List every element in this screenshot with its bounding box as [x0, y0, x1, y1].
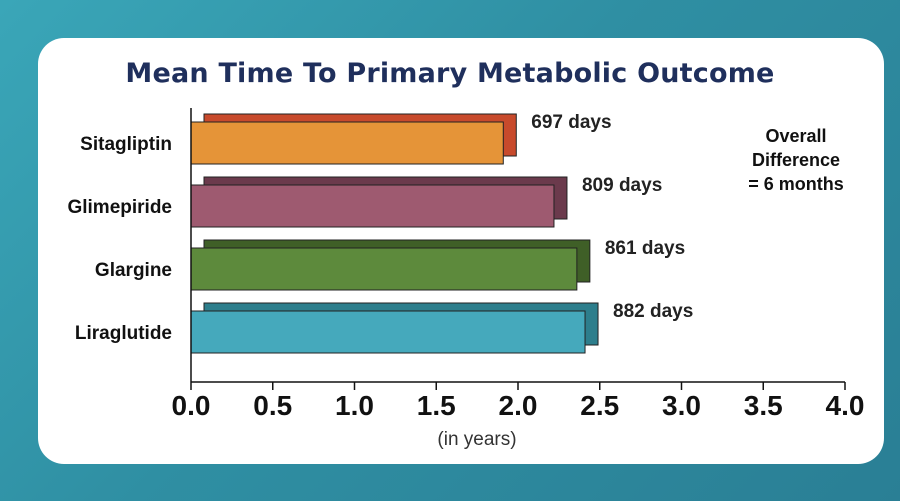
x-tick-label: 4.0 [826, 390, 865, 421]
data-label: 861 days [605, 238, 685, 259]
bar [190, 121, 504, 165]
x-tick-label: 0.5 [253, 390, 292, 421]
data-label: 882 days [613, 301, 693, 322]
x-axis-title: (in years) [437, 429, 516, 450]
overall-difference-note: Overall [765, 126, 826, 146]
bar [190, 184, 555, 228]
data-label: 697 days [531, 112, 611, 133]
category-label: Sitagliptin [80, 134, 172, 155]
x-tick-label: 1.5 [417, 390, 456, 421]
data-label: 809 days [582, 175, 662, 196]
overall-difference-note: Difference [752, 150, 840, 170]
category-label: Glargine [95, 260, 172, 281]
chart-title: Mean Time To Primary Metabolic Outcome [125, 58, 775, 89]
x-tick-label: 3.5 [744, 390, 783, 421]
bar [190, 247, 578, 291]
x-tick-label: 2.0 [499, 390, 538, 421]
overall-difference-note: = 6 months [748, 174, 844, 194]
x-tick-label: 2.5 [580, 390, 619, 421]
category-label: Liraglutide [75, 323, 172, 344]
category-label: Glimepiride [67, 197, 172, 218]
x-tick-label: 3.0 [662, 390, 701, 421]
bar [190, 310, 586, 354]
x-tick-label: 0.0 [172, 390, 211, 421]
x-tick-label: 1.0 [335, 390, 374, 421]
